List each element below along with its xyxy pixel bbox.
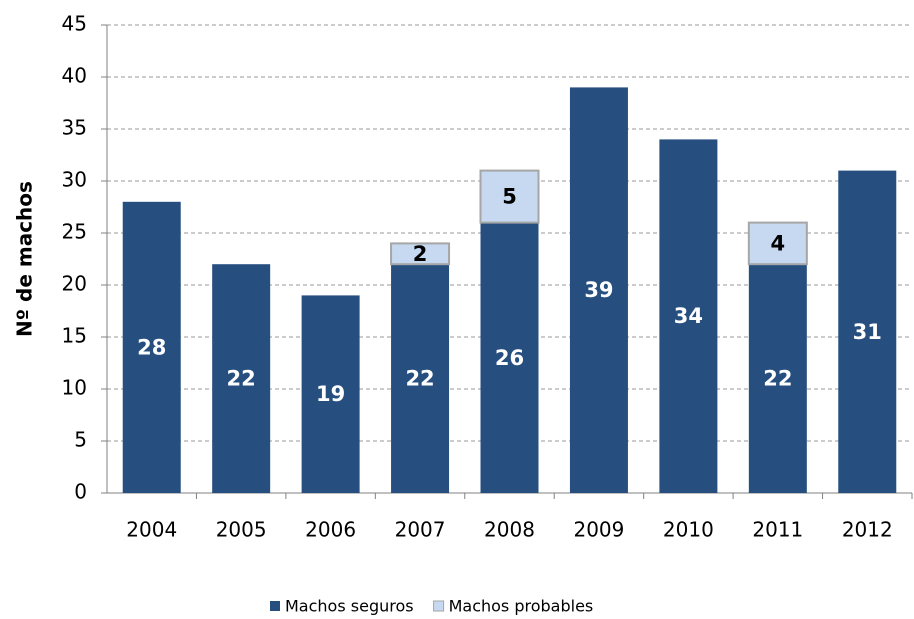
data-label: 2: [413, 242, 428, 266]
bar-segment: [301, 295, 360, 493]
x-tick-label: 2008: [484, 518, 535, 542]
data-label: 26: [495, 346, 524, 370]
y-tick-label: 15: [62, 324, 87, 348]
bar-segment: [480, 222, 539, 493]
x-tick-label: 2010: [663, 518, 714, 542]
data-label: 19: [316, 382, 345, 406]
x-tick-label: 2011: [752, 518, 803, 542]
data-label: 31: [853, 320, 882, 344]
data-label: 22: [763, 367, 792, 391]
y-tick-label: 30: [62, 168, 87, 192]
legend-swatch: [433, 600, 445, 612]
y-tick-label: 35: [62, 116, 87, 140]
y-tick-label: 5: [74, 428, 87, 452]
bar-segment: [122, 201, 181, 494]
bar-segment: [391, 264, 450, 493]
bar-segment: [748, 264, 807, 493]
bar-segment: [390, 242, 451, 266]
x-tick-label: 2007: [395, 518, 446, 542]
bar-segment: [569, 87, 628, 494]
x-tick-label: 2012: [842, 518, 893, 542]
y-tick-label: 20: [62, 272, 87, 296]
x-tick-label: 2009: [573, 518, 624, 542]
data-label: 5: [502, 185, 517, 209]
data-label: 22: [405, 367, 434, 391]
y-tick-label: 40: [62, 64, 87, 88]
x-tick-label: 2005: [216, 518, 267, 542]
y-tick-label: 45: [62, 12, 87, 36]
y-axis-label: Nº de machos: [13, 181, 37, 337]
data-label: 28: [137, 335, 166, 359]
data-label: 22: [227, 367, 256, 391]
data-label: 4: [771, 231, 786, 255]
x-tick-label: 2004: [126, 518, 177, 542]
bar-segment: [747, 221, 808, 266]
legend-swatch: [270, 601, 280, 611]
bar-segment: [479, 169, 540, 224]
legend-label: Machos seguros: [285, 597, 414, 616]
x-tick-label: 2006: [305, 518, 356, 542]
data-label: 39: [584, 278, 613, 302]
y-tick-label: 10: [62, 376, 87, 400]
legend-label: Machos probables: [449, 597, 594, 616]
y-tick-label: 25: [62, 220, 87, 244]
bar-segment: [838, 170, 897, 493]
y-tick-label: 0: [74, 480, 87, 504]
bar-segment: [212, 264, 271, 493]
data-label: 34: [674, 304, 703, 328]
bar-segment: [659, 139, 718, 493]
